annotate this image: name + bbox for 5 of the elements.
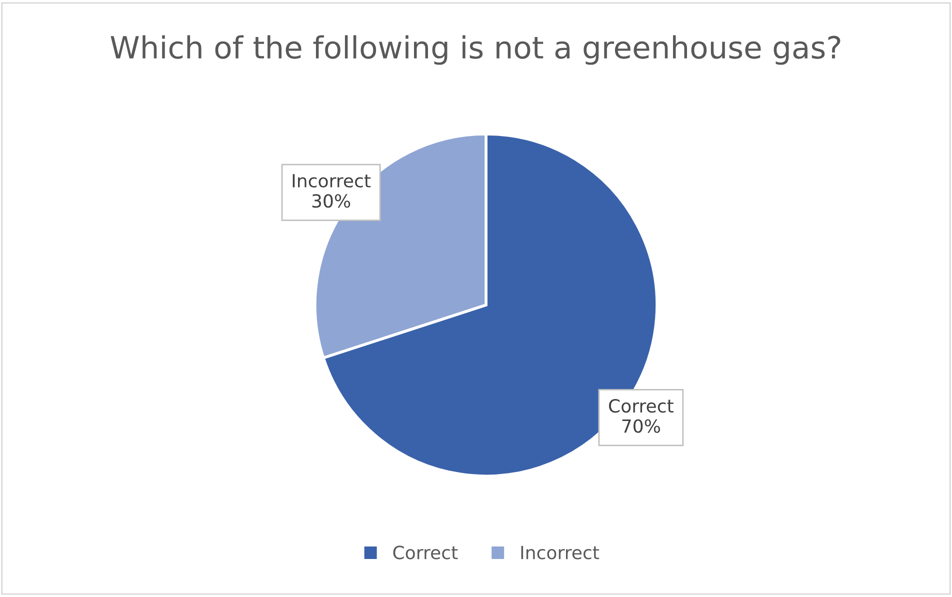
chart-title: Which of the following is not a greenhouse gas? [110,35,840,65]
data-label: Correct 70% [609,399,674,433]
legend-label: Incorrect [521,546,600,560]
data-label: Incorrect 30% [292,174,371,208]
legend-label: Correct [393,546,458,560]
